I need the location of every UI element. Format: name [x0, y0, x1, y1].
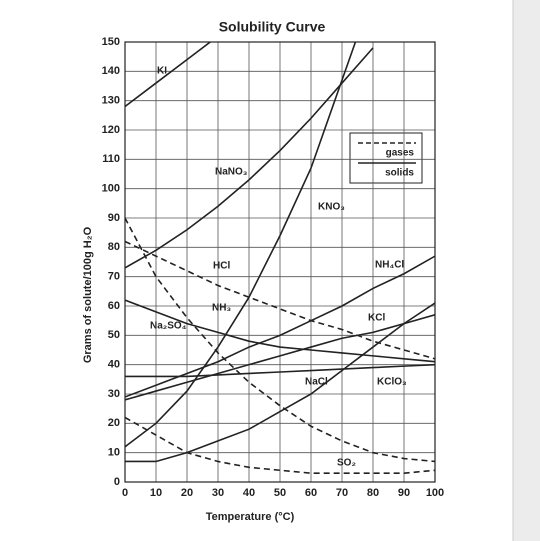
series-label: SO₂: [337, 458, 356, 469]
y-tick-label: 130: [102, 95, 120, 107]
series-label: NH₄Cl: [375, 260, 404, 271]
x-tick-label: 80: [367, 487, 379, 499]
legend-label: solids: [385, 168, 414, 179]
y-tick-label: 70: [108, 271, 120, 283]
series-line: [125, 314, 435, 401]
y-tick-label: 20: [108, 417, 120, 429]
series-label: NH₃: [212, 303, 231, 314]
legend-frame: [349, 132, 423, 184]
series-label: NaNO₃: [215, 167, 248, 178]
x-tick-label: 50: [274, 487, 286, 499]
y-tick-label: 90: [108, 212, 120, 224]
legend: [349, 132, 423, 184]
y-tick-label: 60: [108, 300, 120, 312]
series-line: [125, 363, 435, 378]
y-tick-label: 80: [108, 241, 120, 253]
x-tick-label: 10: [150, 487, 162, 499]
series-line: [125, 42, 212, 108]
series-line: [125, 299, 435, 363]
series-line: [125, 47, 374, 269]
y-axis-label: Grams of solute/100g H₂O: [82, 226, 94, 363]
chart-title: Solubility Curve: [219, 19, 326, 35]
series-label: KCl: [368, 313, 385, 324]
series-line: [125, 217, 435, 463]
y-tick-label: 50: [108, 329, 120, 341]
y-tick-label: 150: [102, 36, 120, 48]
series-label: Na₂SO₄: [150, 321, 187, 332]
side-strip: [513, 0, 540, 541]
y-tick-label: 30: [108, 388, 120, 400]
x-tick-label: 60: [305, 487, 317, 499]
y-tick-label: 120: [102, 124, 120, 136]
plot-frame: [124, 41, 436, 483]
series-label: HCl: [213, 261, 230, 272]
legend-label: gases: [386, 148, 415, 159]
x-tick-label: 20: [181, 487, 193, 499]
x-tick-label: 100: [426, 487, 444, 499]
y-tick-label: 0: [114, 476, 120, 488]
x-tick-label: 70: [336, 487, 348, 499]
series-label: KClO₃: [377, 377, 407, 388]
x-tick-label: 90: [398, 487, 410, 499]
x-axis-label: Temperature (°C): [206, 511, 295, 523]
x-tick-label: 30: [212, 487, 224, 499]
y-tick-label: 110: [102, 153, 120, 165]
series-line: [125, 255, 435, 398]
series-line: [125, 42, 357, 448]
y-tick-label: 10: [108, 447, 120, 459]
series-label: KI: [157, 66, 167, 77]
y-tick-label: 100: [102, 183, 120, 195]
series-label: NaCl: [305, 377, 328, 388]
y-tick-label: 140: [102, 65, 120, 77]
series-line: [125, 302, 435, 463]
series-label: KNO₃: [318, 202, 345, 213]
x-tick-label: 0: [122, 487, 128, 499]
y-tick-label: 40: [108, 359, 120, 371]
x-tick-label: 40: [243, 487, 255, 499]
